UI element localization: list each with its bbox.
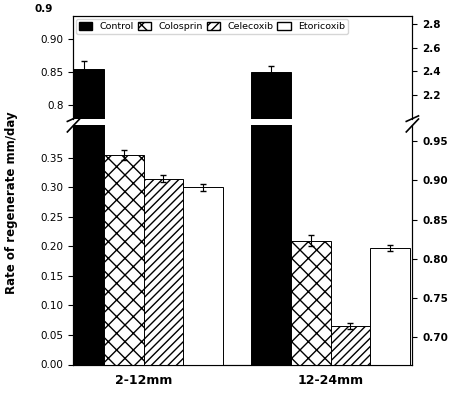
Legend: Control, Colosprin, Celecoxib, Etoricoxib: Control, Colosprin, Celecoxib, Etoricoxi…	[76, 19, 348, 34]
Bar	[64, 69, 104, 405]
Bar	[104, 399, 144, 405]
Text: 0.9: 0.9	[35, 4, 53, 14]
Bar	[251, 72, 291, 405]
Bar	[330, 326, 370, 364]
Bar	[183, 188, 223, 364]
Bar	[144, 179, 183, 364]
Bar	[370, 247, 410, 364]
Text: Rate of regenerate mm/day: Rate of regenerate mm/day	[5, 111, 18, 294]
Bar	[64, 0, 104, 364]
Bar	[291, 241, 330, 364]
Bar	[251, 0, 291, 364]
Bar	[104, 155, 144, 364]
